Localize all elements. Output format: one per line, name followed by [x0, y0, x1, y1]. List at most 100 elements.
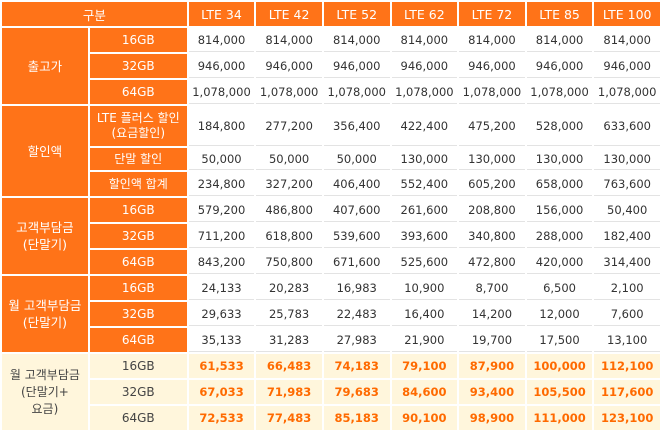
value-cell: 93,400	[459, 380, 525, 404]
value-cell: 1,078,000	[391, 80, 458, 104]
value-cell: 843,200	[188, 250, 255, 274]
value-cell: 2,100	[594, 276, 660, 300]
value-cell: 130,000	[391, 148, 458, 170]
monthly-device-payment-group-label: 월 고객부담금 (단말기)	[2, 276, 88, 352]
row-label: 64GB	[89, 406, 187, 430]
table-row: 32GB 67,033 71,983 79,683 84,600 93,400 105,50…	[2, 380, 660, 404]
corner-header: 구분	[2, 2, 187, 26]
value-cell: 22,483	[323, 302, 390, 326]
row-label: 16GB	[89, 28, 187, 52]
value-cell: 946,000	[459, 54, 525, 78]
value-cell: 24,133	[188, 276, 255, 300]
row-label: 32GB	[89, 54, 187, 78]
value-cell: 74,183	[323, 354, 390, 378]
row-label: 64GB	[89, 250, 187, 274]
value-cell: 25,783	[256, 302, 322, 326]
value-cell: 85,183	[323, 406, 390, 430]
row-label: 16GB	[89, 354, 187, 378]
value-cell: 72,533	[188, 406, 255, 430]
value-cell: 472,800	[459, 250, 525, 274]
value-cell: 100,000	[526, 354, 593, 378]
value-cell: 87,900	[459, 354, 525, 378]
plan-header-lte52: LTE 52	[323, 2, 390, 26]
value-cell: 130,000	[459, 148, 525, 170]
value-cell: 552,400	[391, 172, 458, 196]
value-cell: 946,000	[391, 54, 458, 78]
table-row: 월 고객부담금 (단말기) 16GB 24,133 20,283 16,983 10,900…	[2, 276, 660, 352]
value-cell: 946,000	[256, 54, 322, 78]
value-cell: 130,000	[526, 148, 593, 170]
value-cell: 618,800	[256, 224, 322, 248]
value-cell: 486,800	[256, 198, 322, 222]
value-cell: 763,600	[594, 172, 660, 196]
row-label: 32GB	[89, 302, 187, 326]
value-cell: 17,500	[526, 328, 593, 352]
row-label: 16GB	[89, 276, 187, 300]
value-cell: 1,078,000	[526, 80, 593, 104]
value-cell: 1,078,000	[188, 80, 255, 104]
row-label: 32GB	[89, 380, 187, 404]
value-cell: 605,200	[459, 172, 525, 196]
value-cell: 814,000	[391, 28, 458, 52]
value-cell: 77,483	[256, 406, 322, 430]
value-cell: 98,900	[459, 406, 525, 430]
value-cell: 946,000	[323, 54, 390, 78]
value-cell: 528,000	[526, 106, 593, 146]
value-cell: 407,600	[323, 198, 390, 222]
customer-payment-group-label: 고객부담금 (단말기)	[2, 198, 88, 274]
value-cell: 105,500	[526, 380, 593, 404]
value-cell: 750,800	[256, 250, 322, 274]
value-cell: 475,200	[459, 106, 525, 146]
value-cell: 327,200	[256, 172, 322, 196]
value-cell: 50,400	[594, 198, 660, 222]
row-label: 64GB	[89, 328, 187, 352]
value-cell: 10,900	[391, 276, 458, 300]
value-cell: 8,700	[459, 276, 525, 300]
plan-header-lte85: LTE 85	[526, 2, 593, 26]
value-cell: 814,000	[323, 28, 390, 52]
table-row: 32GB 29,633 25,783 22,483 16,400 14,200 12,000…	[2, 302, 660, 326]
value-cell: 340,800	[459, 224, 525, 248]
value-cell: 35,133	[188, 328, 255, 352]
row-label: 할인액 합계	[89, 172, 187, 196]
value-cell: 79,683	[323, 380, 390, 404]
release-price-group-label: 출고가	[2, 28, 88, 104]
value-cell: 71,983	[256, 380, 322, 404]
plan-header-lte62: LTE 62	[391, 2, 458, 26]
value-cell: 314,400	[594, 250, 660, 274]
value-cell: 422,400	[391, 106, 458, 146]
table-row: 할인액 LTE 플러스 할인 (요금할인) 184,800 277,200 356,400…	[2, 106, 660, 196]
table-row: 64GB 843,200 750,800 671,600 525,600 472,800 4…	[2, 250, 660, 274]
table-row: 할인액 합계 234,800 327,200 406,400 552,400 605,20…	[2, 172, 660, 196]
price-table-body: 출고가 16GB 814,000 814,000 814,000 814,000 814,0…	[2, 28, 660, 430]
table-row: 월 고객부담금 (단말기+ 요금) 16GB 61,533 66,483 74,183 79,…	[2, 354, 660, 430]
value-cell: 156,000	[526, 198, 593, 222]
value-cell: 711,200	[188, 224, 255, 248]
value-cell: 50,000	[256, 148, 322, 170]
table-row: 64GB 35,133 31,283 27,983 21,900 19,700 17,500…	[2, 328, 660, 352]
value-cell: 182,400	[594, 224, 660, 248]
value-cell: 814,000	[188, 28, 255, 52]
value-cell: 20,283	[256, 276, 322, 300]
value-cell: 13,100	[594, 328, 660, 352]
value-cell: 117,600	[594, 380, 660, 404]
value-cell: 946,000	[526, 54, 593, 78]
row-label: 16GB	[89, 198, 187, 222]
value-cell: 814,000	[594, 28, 660, 52]
plan-header-lte42: LTE 42	[256, 2, 322, 26]
value-cell: 393,600	[391, 224, 458, 248]
value-cell: 16,983	[323, 276, 390, 300]
value-cell: 1,078,000	[594, 80, 660, 104]
plan-header-lte72: LTE 72	[459, 2, 525, 26]
value-cell: 671,600	[323, 250, 390, 274]
table-row: 64GB 72,533 77,483 85,183 90,100 98,900 111,00…	[2, 406, 660, 430]
value-cell: 14,200	[459, 302, 525, 326]
value-cell: 12,000	[526, 302, 593, 326]
value-cell: 658,000	[526, 172, 593, 196]
value-cell: 66,483	[256, 354, 322, 378]
value-cell: 814,000	[526, 28, 593, 52]
value-cell: 946,000	[594, 54, 660, 78]
row-label: 단말 할인	[89, 148, 187, 170]
table-row: 32GB 711,200 618,800 539,600 393,600 340,800 2…	[2, 224, 660, 248]
